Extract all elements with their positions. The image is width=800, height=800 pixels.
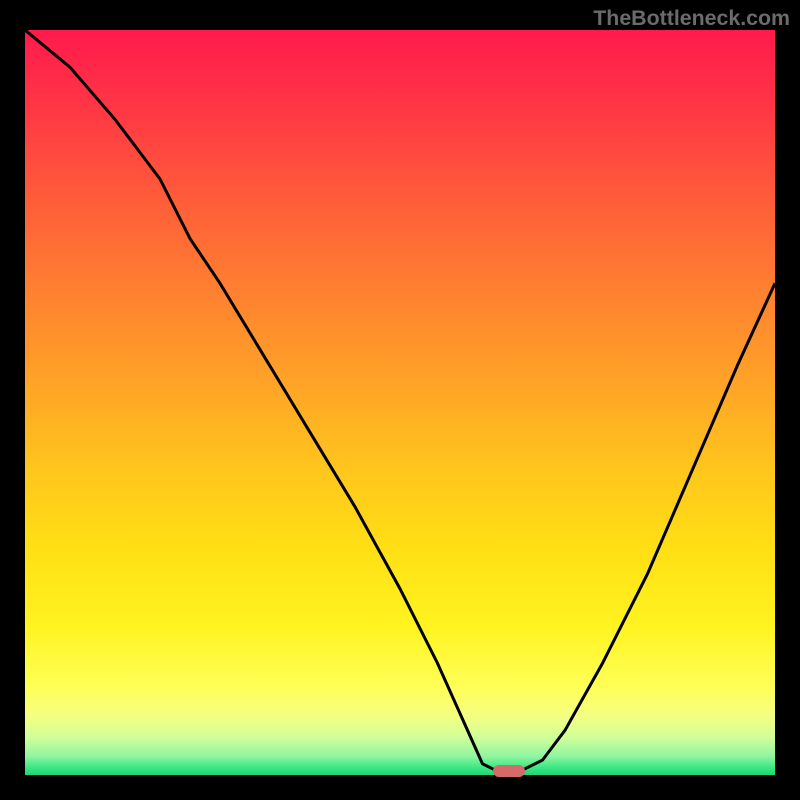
heat-gradient-background (25, 30, 775, 775)
chart-frame: TheBottleneck.com (0, 0, 800, 800)
plot-area (25, 30, 775, 775)
minimum-marker (493, 765, 525, 777)
watermark-text: TheBottleneck.com (593, 6, 790, 31)
